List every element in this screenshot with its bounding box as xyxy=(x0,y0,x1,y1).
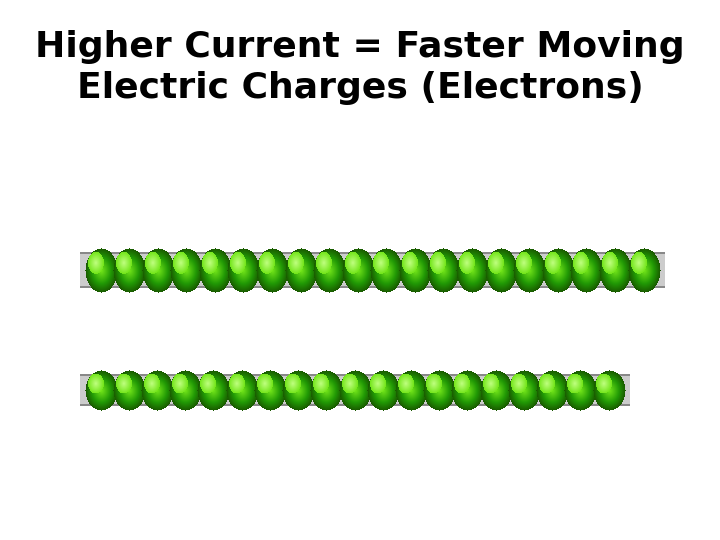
Text: Higher Current = Faster Moving
Electric Charges (Electrons): Higher Current = Faster Moving Electric … xyxy=(35,30,685,105)
